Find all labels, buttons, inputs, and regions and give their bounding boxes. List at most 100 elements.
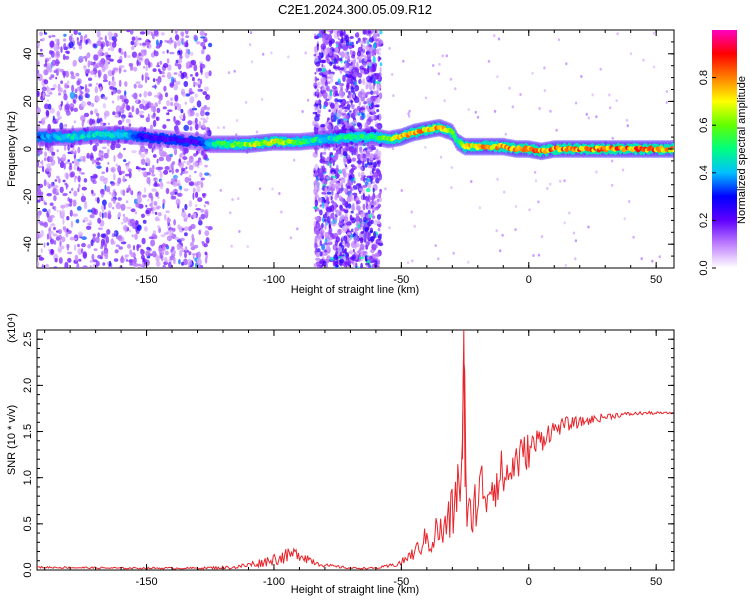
- spectrogram-noise-blob: [147, 76, 150, 81]
- spectrogram-noise-blob: [179, 185, 183, 190]
- spectrogram-noise-blob: [402, 59, 405, 63]
- spectrogram-noise-blob: [342, 45, 348, 52]
- spectrogram-noise-blob: [377, 228, 381, 232]
- spectrogram-noise-blob: [43, 242, 46, 248]
- spectrogram-noise-blob: [345, 61, 350, 69]
- spectrogram-noise-blob: [113, 154, 116, 163]
- spectrogram-noise-blob: [325, 87, 329, 91]
- spectrogram-noise-blob: [188, 213, 191, 218]
- spectrogram-noise-blob: [70, 72, 75, 77]
- spectrogram-noise-blob: [350, 125, 355, 131]
- spectrogram-noise-blob: [72, 99, 76, 104]
- spectrogram-noise-blob: [109, 58, 114, 62]
- spectrogram-noise-blob: [587, 116, 590, 120]
- spectrogram-noise-blob: [332, 223, 335, 227]
- spectrogram-noise-blob: [168, 169, 172, 173]
- spectrogram-noise-blob: [192, 192, 195, 200]
- spectrogram-noise-blob: [350, 164, 355, 168]
- spectrogram-noise-blob: [365, 84, 369, 90]
- spectrogram-noise-blob: [67, 80, 70, 84]
- spectrogram-noise-blob: [185, 30, 189, 35]
- spectrogram-noise-blob: [95, 95, 101, 102]
- spectrogram-noise-blob: [40, 196, 44, 202]
- spectrogram-noise-blob: [296, 227, 299, 231]
- spectrogram-noise-blob: [37, 107, 41, 114]
- spectrogram-noise-blob: [314, 56, 319, 63]
- spectrogram-noise-blob: [445, 54, 448, 58]
- spectrogram-noise-blob: [143, 187, 147, 193]
- spectrogram-noise-blob: [332, 147, 337, 151]
- spectrogram-noise-blob: [200, 41, 206, 47]
- spectrogram-ridge-core: [450, 130, 455, 136]
- spectrogram-noise-blob: [171, 167, 174, 175]
- spectrogram-noise-blob: [320, 67, 326, 73]
- spectrogram-noise-blob: [140, 114, 145, 119]
- spectrogram-noise-blob: [150, 199, 154, 205]
- spectrogram-y-tick-label: -20: [22, 189, 34, 205]
- snr-x-tick-label: -150: [136, 576, 158, 588]
- spectrogram-noise-blob: [146, 176, 151, 185]
- spectrogram-noise-blob: [334, 193, 338, 201]
- spectrogram-noise-blob: [52, 115, 55, 121]
- spectrogram-noise-blob: [338, 222, 342, 226]
- spectrogram-noise-blob: [74, 254, 79, 262]
- spectrogram-noise-blob: [69, 103, 75, 109]
- spectrogram-noise-blob: [107, 148, 110, 154]
- spectrogram-noise-blob: [188, 200, 193, 208]
- spectrogram-noise-blob: [155, 39, 159, 47]
- spectrogram-noise-blob: [375, 220, 381, 225]
- spectrogram-noise-blob: [37, 142, 39, 146]
- spectrogram-noise-blob: [76, 262, 80, 268]
- spectrogram-noise-blob: [384, 187, 387, 191]
- spectrogram-noise-blob: [325, 206, 331, 211]
- spectrogram-noise-blob: [88, 219, 92, 225]
- spectrogram-noise-blob: [111, 168, 114, 172]
- spectrogram-noise-blob: [45, 166, 52, 172]
- spectrogram-noise-blob: [151, 85, 158, 88]
- spectrogram-noise-blob: [450, 186, 453, 190]
- spectrogram-noise-blob: [73, 158, 78, 165]
- spectrogram-noise-blob: [131, 94, 136, 98]
- spectrogram-noise-blob: [625, 118, 629, 122]
- spectrogram-axes: -150 -100 -50 0 50 -40 -20 0 20 40: [22, 29, 674, 286]
- spectrogram-noise-blob: [95, 164, 98, 168]
- spectrogram-noise-blob: [199, 159, 202, 163]
- spectrogram-noise-blob: [107, 126, 111, 130]
- spectrogram-noise-blob: [314, 170, 319, 176]
- spectrogram-noise-blob: [197, 165, 200, 169]
- spectrogram-noise-blob: [166, 217, 171, 223]
- spectrogram-noise-blob: [166, 235, 173, 242]
- spectrogram-noise-blob: [369, 63, 373, 67]
- spectrogram-noise-blob: [172, 227, 176, 232]
- colorbar-label: Normalized spectral amplitude: [736, 76, 748, 224]
- spectrogram-noise-blob: [320, 59, 326, 64]
- spectrogram-noise-blob: [608, 93, 611, 97]
- spectrogram-noise-blob: [487, 59, 491, 63]
- spectrogram-noise-blob: [347, 179, 351, 185]
- spectrogram-noise-blob: [183, 258, 188, 266]
- spectrogram-noise-blob: [165, 112, 169, 116]
- spectrogram-noise-blob: [140, 153, 146, 158]
- spectrogram-noise-blob: [190, 241, 194, 247]
- spectrogram-noise-blob: [161, 75, 166, 78]
- spectrogram-noise-blob: [51, 53, 55, 58]
- spectrogram-noise-blob: [378, 76, 383, 81]
- spectrogram-noise-blob: [628, 200, 631, 203]
- spectrogram-noise-blob: [467, 108, 470, 112]
- spectrogram-noise-blob: [315, 230, 321, 235]
- spectrogram-noise-blob: [172, 181, 178, 188]
- spectrogram-noise-blob: [339, 91, 342, 95]
- spectrogram-noise-blob: [189, 64, 193, 68]
- spectrogram-noise-blob: [367, 164, 374, 169]
- spectrogram-noise-blob: [235, 119, 239, 122]
- spectrogram-noise-blob: [246, 245, 249, 248]
- spectrogram-noise-blob: [327, 125, 332, 130]
- spectrogram-noise-blob: [102, 262, 106, 266]
- spectrogram-noise-blob: [345, 172, 348, 176]
- spectrogram-noise-blob: [317, 176, 321, 180]
- spectrogram-noise-blob: [574, 239, 578, 243]
- spectrogram-noise-blob: [65, 110, 71, 116]
- spectrogram-noise-blob: [133, 66, 138, 72]
- spectrogram-noise-blob: [318, 99, 322, 105]
- spectrogram-noise-blob: [370, 236, 374, 243]
